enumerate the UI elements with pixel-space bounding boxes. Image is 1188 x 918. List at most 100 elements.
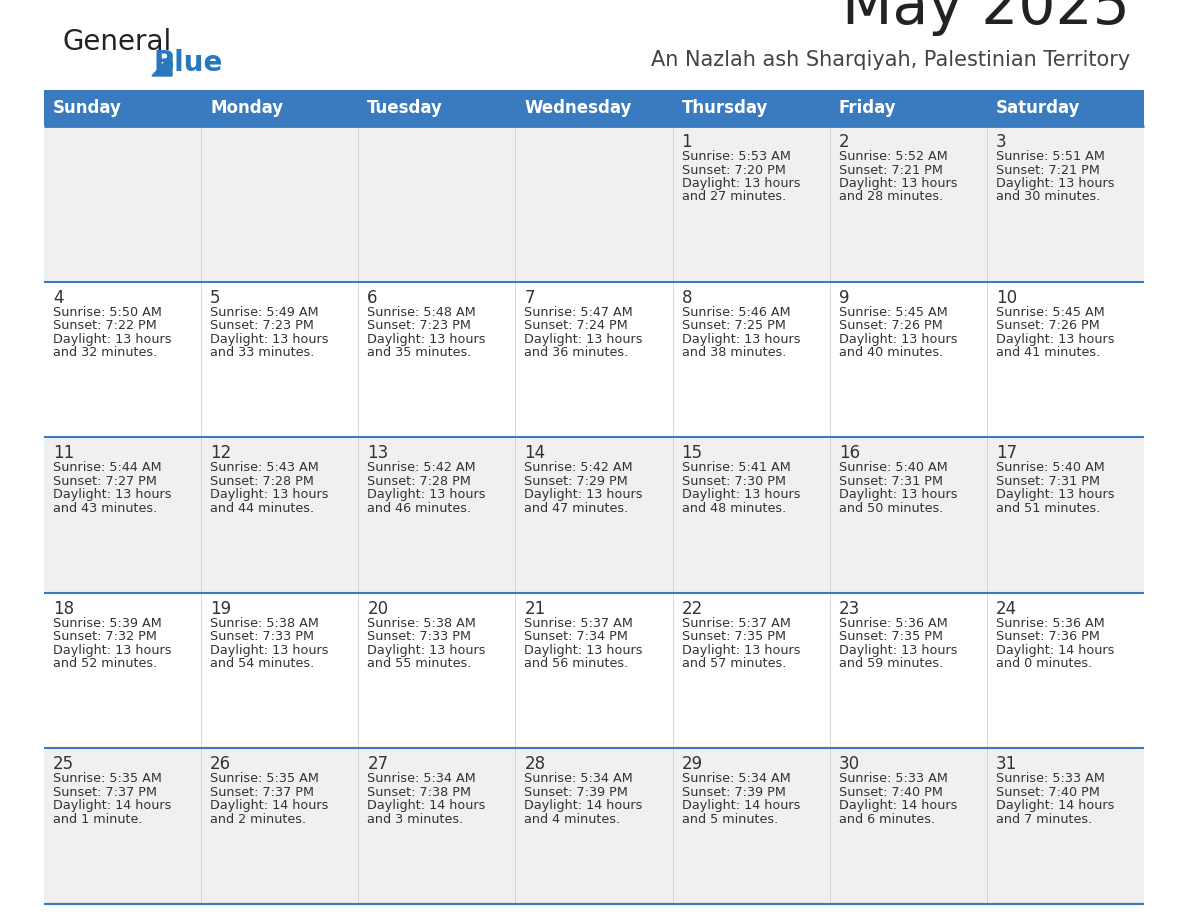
Text: Wednesday: Wednesday [524,99,632,117]
Text: Daylight: 13 hours: Daylight: 13 hours [682,488,800,501]
Text: 6: 6 [367,288,378,307]
Text: Sunrise: 5:33 AM: Sunrise: 5:33 AM [839,772,948,786]
Text: Sunset: 7:35 PM: Sunset: 7:35 PM [682,631,785,644]
Text: and 30 minutes.: and 30 minutes. [996,191,1100,204]
Text: 20: 20 [367,599,388,618]
Text: 19: 19 [210,599,232,618]
Text: Sunset: 7:39 PM: Sunset: 7:39 PM [524,786,628,799]
Text: and 7 minutes.: and 7 minutes. [996,813,1092,826]
Text: Sunset: 7:28 PM: Sunset: 7:28 PM [367,475,472,487]
Text: Sunrise: 5:35 AM: Sunrise: 5:35 AM [53,772,162,786]
Text: Sunrise: 5:42 AM: Sunrise: 5:42 AM [367,461,476,475]
Text: Sunset: 7:31 PM: Sunset: 7:31 PM [996,475,1100,487]
Text: and 28 minutes.: and 28 minutes. [839,191,943,204]
Text: Tuesday: Tuesday [367,99,443,117]
Text: 13: 13 [367,444,388,462]
Text: Sunset: 7:20 PM: Sunset: 7:20 PM [682,163,785,176]
Text: Daylight: 13 hours: Daylight: 13 hours [839,644,958,656]
Text: Sunrise: 5:47 AM: Sunrise: 5:47 AM [524,306,633,319]
Text: and 46 minutes.: and 46 minutes. [367,502,472,515]
Text: Sunday: Sunday [53,99,122,117]
Text: Sunrise: 5:46 AM: Sunrise: 5:46 AM [682,306,790,319]
Text: Sunset: 7:26 PM: Sunset: 7:26 PM [839,319,942,332]
Text: Sunrise: 5:50 AM: Sunrise: 5:50 AM [53,306,162,319]
Text: Daylight: 13 hours: Daylight: 13 hours [53,488,171,501]
Text: Friday: Friday [839,99,896,117]
Text: Sunset: 7:37 PM: Sunset: 7:37 PM [53,786,157,799]
Text: Sunrise: 5:41 AM: Sunrise: 5:41 AM [682,461,790,475]
Text: General: General [62,28,171,56]
Text: and 6 minutes.: and 6 minutes. [839,813,935,826]
Text: 18: 18 [53,599,74,618]
Text: and 38 minutes.: and 38 minutes. [682,346,786,359]
Text: Sunset: 7:34 PM: Sunset: 7:34 PM [524,631,628,644]
Text: Sunrise: 5:48 AM: Sunrise: 5:48 AM [367,306,476,319]
Text: and 48 minutes.: and 48 minutes. [682,502,785,515]
Text: Sunrise: 5:45 AM: Sunrise: 5:45 AM [996,306,1105,319]
Text: Sunset: 7:40 PM: Sunset: 7:40 PM [996,786,1100,799]
Text: and 56 minutes.: and 56 minutes. [524,657,628,670]
Text: and 3 minutes.: and 3 minutes. [367,813,463,826]
Text: Daylight: 13 hours: Daylight: 13 hours [524,488,643,501]
Text: 15: 15 [682,444,702,462]
Text: and 43 minutes.: and 43 minutes. [53,502,157,515]
Text: 17: 17 [996,444,1017,462]
Text: 3: 3 [996,133,1006,151]
Bar [44,748,1144,904]
Text: 5: 5 [210,288,221,307]
Text: Sunrise: 5:44 AM: Sunrise: 5:44 AM [53,461,162,475]
Text: 21: 21 [524,599,545,618]
Text: An Nazlah ash Sharqiyah, Palestinian Territory: An Nazlah ash Sharqiyah, Palestinian Ter… [651,50,1130,70]
Text: Sunset: 7:27 PM: Sunset: 7:27 PM [53,475,157,487]
Text: Sunset: 7:33 PM: Sunset: 7:33 PM [367,631,472,644]
Text: and 0 minutes.: and 0 minutes. [996,657,1092,670]
Text: 28: 28 [524,756,545,773]
Text: Daylight: 14 hours: Daylight: 14 hours [996,800,1114,812]
Text: 11: 11 [53,444,74,462]
Text: 30: 30 [839,756,860,773]
Text: Sunrise: 5:45 AM: Sunrise: 5:45 AM [839,306,948,319]
Text: and 47 minutes.: and 47 minutes. [524,502,628,515]
Text: and 40 minutes.: and 40 minutes. [839,346,943,359]
Text: Sunset: 7:28 PM: Sunset: 7:28 PM [210,475,314,487]
Text: and 41 minutes.: and 41 minutes. [996,346,1100,359]
Text: Daylight: 13 hours: Daylight: 13 hours [996,332,1114,345]
Text: 7: 7 [524,288,535,307]
Text: Sunrise: 5:37 AM: Sunrise: 5:37 AM [682,617,790,630]
Text: 1: 1 [682,133,693,151]
Text: Daylight: 13 hours: Daylight: 13 hours [210,488,329,501]
Text: Sunrise: 5:39 AM: Sunrise: 5:39 AM [53,617,162,630]
Text: Sunset: 7:38 PM: Sunset: 7:38 PM [367,786,472,799]
Text: Sunrise: 5:36 AM: Sunrise: 5:36 AM [839,617,948,630]
Text: Sunset: 7:35 PM: Sunset: 7:35 PM [839,631,943,644]
Bar [44,126,1144,282]
Text: Daylight: 13 hours: Daylight: 13 hours [210,644,329,656]
Text: 24: 24 [996,599,1017,618]
Text: 4: 4 [53,288,63,307]
Text: 10: 10 [996,288,1017,307]
Text: and 59 minutes.: and 59 minutes. [839,657,943,670]
Text: Daylight: 13 hours: Daylight: 13 hours [996,177,1114,190]
Text: Sunrise: 5:40 AM: Sunrise: 5:40 AM [839,461,948,475]
Text: Saturday: Saturday [996,99,1080,117]
Text: Sunrise: 5:38 AM: Sunrise: 5:38 AM [367,617,476,630]
Text: Daylight: 14 hours: Daylight: 14 hours [53,800,171,812]
Text: 14: 14 [524,444,545,462]
Text: and 33 minutes.: and 33 minutes. [210,346,315,359]
Bar [44,593,1144,748]
Text: Sunset: 7:21 PM: Sunset: 7:21 PM [839,163,942,176]
Text: Thursday: Thursday [682,99,767,117]
Text: Daylight: 13 hours: Daylight: 13 hours [682,644,800,656]
Text: Daylight: 13 hours: Daylight: 13 hours [682,332,800,345]
Text: and 36 minutes.: and 36 minutes. [524,346,628,359]
Text: Sunrise: 5:42 AM: Sunrise: 5:42 AM [524,461,633,475]
Text: Daylight: 14 hours: Daylight: 14 hours [210,800,329,812]
Text: Daylight: 13 hours: Daylight: 13 hours [839,332,958,345]
Text: 31: 31 [996,756,1017,773]
Text: 22: 22 [682,599,703,618]
Text: Daylight: 14 hours: Daylight: 14 hours [839,800,958,812]
Text: 23: 23 [839,599,860,618]
Text: Sunset: 7:37 PM: Sunset: 7:37 PM [210,786,314,799]
Bar [44,282,1144,437]
Text: Daylight: 13 hours: Daylight: 13 hours [53,644,171,656]
